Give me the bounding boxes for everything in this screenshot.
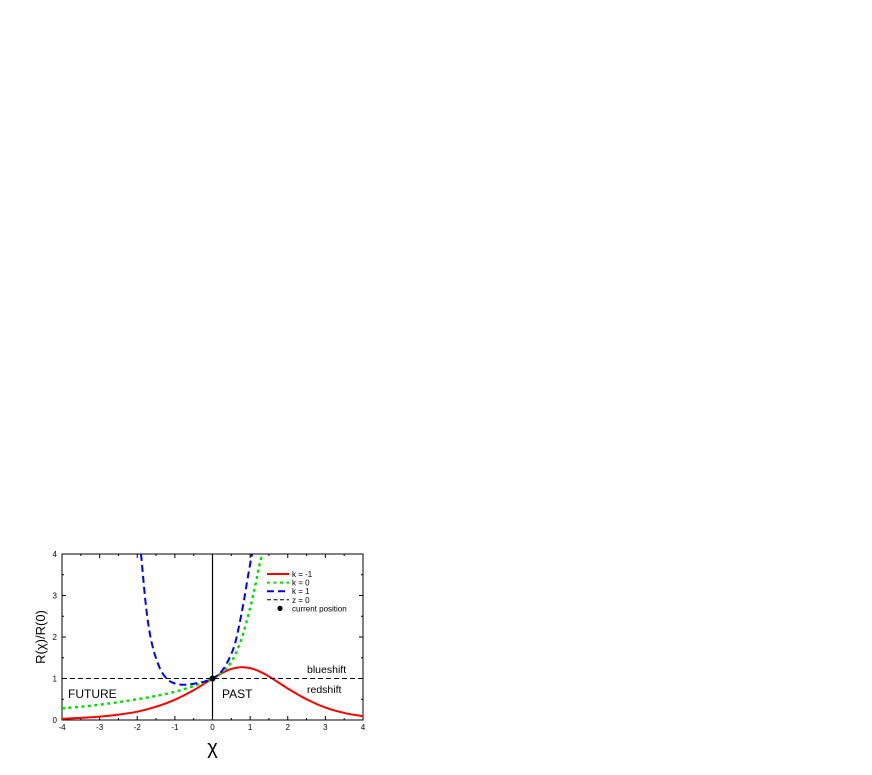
axis-titles-layer: χ R(χ)/R(0) [33,610,218,759]
legend-entry: z = 0 [267,596,310,605]
y-tick-label: 2 [53,633,58,642]
annotations-layer: FUTURE PAST blueshift redshift [68,664,346,701]
legend-marker-dot [277,605,283,612]
y-tick-label: 3 [53,592,58,601]
x-tick-label: 3 [323,723,328,732]
legend-entry: current position [277,604,347,613]
y-tick-label: 4 [53,550,58,559]
x-tick-label: 2 [286,723,291,732]
current-position-point [209,675,216,682]
x-tick-label: -2 [134,723,142,732]
annotation-blueshift: blueshift [307,664,346,676]
annotation-redshift: redshift [307,684,342,696]
x-tick-label: 0 [210,723,215,732]
annotation-future: FUTURE [68,687,117,701]
y-axis-title: R(χ)/R(0) [33,610,48,664]
x-tick-label: -1 [171,723,179,732]
x-tick-label: 1 [248,723,253,732]
y-tick-label: 0 [53,716,58,725]
series-line-k-0 [62,554,264,710]
legend-entry: k = 0 [267,579,310,588]
legend-label: k = 0 [292,579,310,588]
legend-entry: k = -1 [267,570,313,579]
x-tick-label: -4 [58,723,66,732]
axis-ticks-layer: -4 -3 -2 -1 0 1 2 3 4 0 1 2 3 4 [53,550,366,732]
annotation-past: PAST [222,687,253,701]
x-axis-title: χ [207,737,218,759]
legend-label: z = 0 [292,596,310,605]
legend-label: k = -1 [292,570,313,579]
series-line-k-1 [62,666,363,720]
series-layer [62,554,363,720]
x-tick-label: 4 [361,723,366,732]
legend-label: k = 1 [292,587,310,596]
legend-label: current position [292,604,347,613]
x-tick-label: -3 [96,723,104,732]
y-tick-label: 1 [53,675,58,684]
points-layer [209,675,216,682]
series-line-k-1 [140,554,253,686]
legend-entry: k = 1 [267,587,310,596]
